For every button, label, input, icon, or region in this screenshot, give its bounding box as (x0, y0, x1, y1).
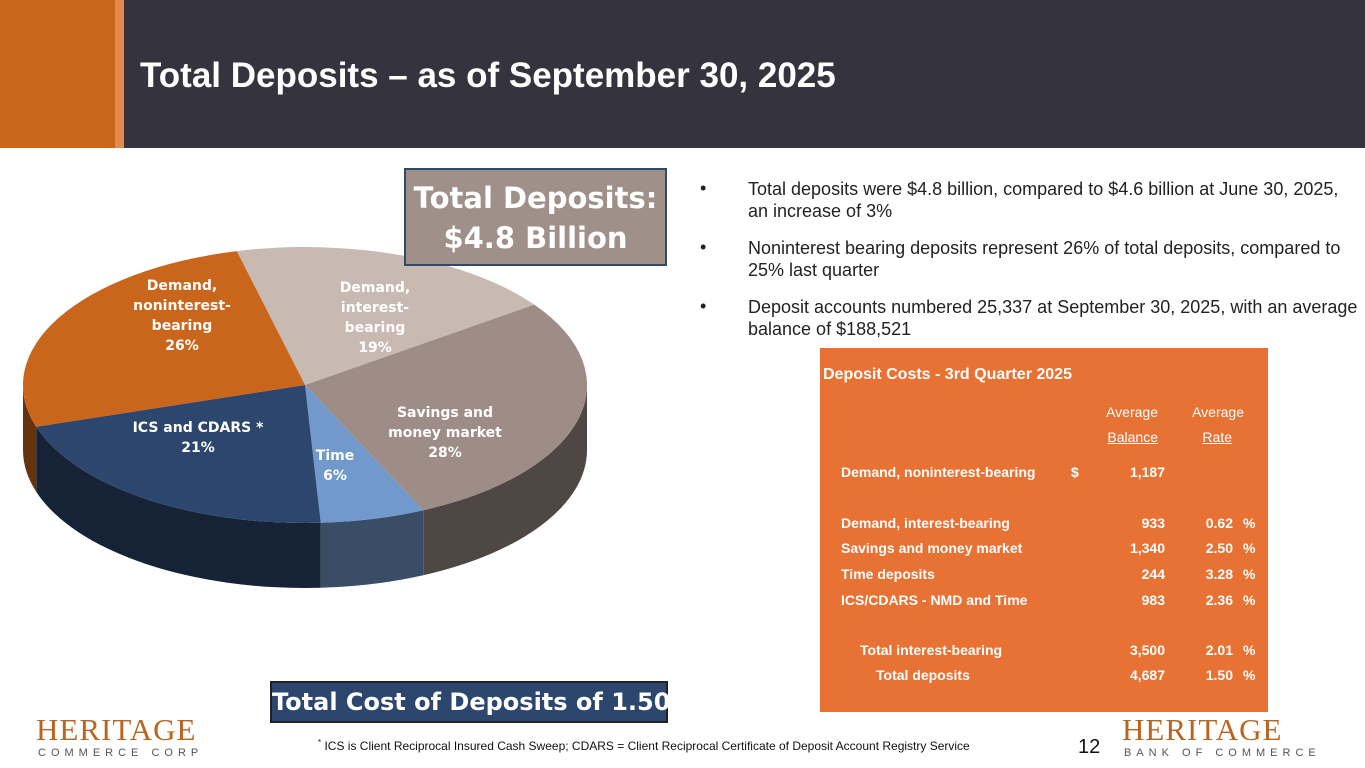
pie-chart (22, 247, 587, 588)
bullet-text: Noninterest bearing deposits represent 2… (748, 238, 1341, 280)
box-line: $4.8 Billion (443, 221, 628, 255)
footnote-marker: * (318, 738, 322, 747)
header-stripe (115, 0, 124, 148)
logo-sub: COMMERCE CORP (38, 747, 204, 759)
pie-slice (305, 385, 424, 523)
column-header: Average (1192, 404, 1244, 420)
rate: 2.36 (1205, 592, 1233, 608)
pie-slice (305, 304, 587, 511)
header-band (0, 0, 1365, 148)
row-label: Demand, interest-bearing (841, 515, 1010, 531)
row-label: Total interest-bearing (860, 642, 1003, 658)
column-header: Balance (1107, 429, 1158, 445)
pie-category: Demand, noninterest-bearing (133, 278, 231, 334)
footnote: * ICS is Client Reciprocal Insured Cash … (318, 738, 970, 753)
pie-side (320, 510, 424, 588)
row-label: Savings and money market (841, 540, 1023, 556)
bullet-marker: • (700, 178, 707, 198)
unit: % (1243, 667, 1256, 683)
logo-sub: BANK OF COMMERCE (1124, 747, 1321, 759)
pie-value: 19% (358, 340, 392, 356)
rate: 0.62 (1205, 515, 1233, 531)
unit: % (1243, 566, 1256, 582)
pie-value: 6% (323, 468, 347, 484)
rate: 1.50 (1205, 667, 1233, 683)
pie-category: Time (315, 448, 355, 464)
pie-slice (36, 385, 321, 523)
pie-value: 28% (428, 445, 462, 461)
unit: % (1243, 515, 1256, 531)
unit: % (1243, 592, 1256, 608)
pie-value: 21% (181, 440, 215, 456)
bullet-text: Total deposits were $4.8 billion, compar… (748, 179, 1339, 221)
rate: 3.28 (1205, 566, 1233, 582)
slide-title: Total Deposits – as of September 30, 202… (140, 56, 836, 95)
header-accent (0, 0, 115, 148)
balance: 1,340 (1129, 540, 1165, 556)
column-header: Average (1106, 404, 1158, 420)
balance: 244 (1141, 566, 1165, 582)
pie-category: ICS and CDARS * (132, 420, 264, 436)
rate: 2.01 (1205, 642, 1233, 658)
logo-name: HERITAGE (36, 712, 197, 747)
pie-category: Savings and money market (388, 405, 502, 441)
pie-side (23, 385, 37, 492)
bullet-marker: • (700, 237, 707, 257)
logo-name: HERITAGE (1122, 712, 1283, 747)
pie-label: Time 6% (305, 446, 365, 486)
page-number: 12 (1078, 736, 1101, 758)
pie-label: ICS and CDARS * 21% (123, 418, 273, 458)
unit: % (1243, 642, 1256, 658)
balance: 1,187 (1129, 464, 1165, 480)
bullet-text: Deposit accounts numbered 25,337 at Sept… (748, 297, 1358, 339)
table-title: Deposit Costs - 3rd Quarter 2025 (823, 366, 1072, 383)
pie-side (36, 426, 321, 588)
unit: % (1243, 540, 1256, 556)
balance: 3,500 (1129, 642, 1165, 658)
pie-value: 26% (165, 338, 199, 354)
total-deposits-box: Total Deposits: $4.8 Billion (404, 168, 667, 266)
pie-side (423, 385, 587, 576)
pie-category: Demand, interest-bearing (339, 280, 411, 336)
pie-slice (236, 247, 535, 385)
column-header: Rate (1202, 429, 1232, 445)
pie-slice (22, 251, 305, 427)
rate: 2.50 (1205, 540, 1233, 556)
pie-label: Demand, noninterest-bearing 26% (132, 276, 232, 356)
row-label: Time deposits (841, 566, 935, 582)
bullet-marker: • (700, 296, 707, 316)
deposit-costs-table: Deposit Costs - 3rd Quarter 2025 Average B… (820, 348, 1268, 712)
balance: 933 (1141, 515, 1165, 531)
footnote-text: ICS is Client Reciprocal Insured Cash Sw… (324, 739, 970, 753)
pie-label: Savings and money market 28% (383, 403, 508, 463)
box-line: Total Deposits: (413, 181, 658, 215)
currency: $ (1071, 464, 1079, 480)
row-label: Demand, noninterest-bearing (841, 464, 1036, 480)
pie-label: Demand, interest-bearing 19% (313, 278, 438, 358)
cost-box: Total Cost of Deposits of 1.50% (270, 681, 694, 723)
balance: 983 (1141, 592, 1165, 608)
row-label: Total deposits (876, 667, 970, 683)
balance: 4,687 (1129, 667, 1165, 683)
row-label: ICS/CDARS - NMD and Time (841, 592, 1028, 608)
